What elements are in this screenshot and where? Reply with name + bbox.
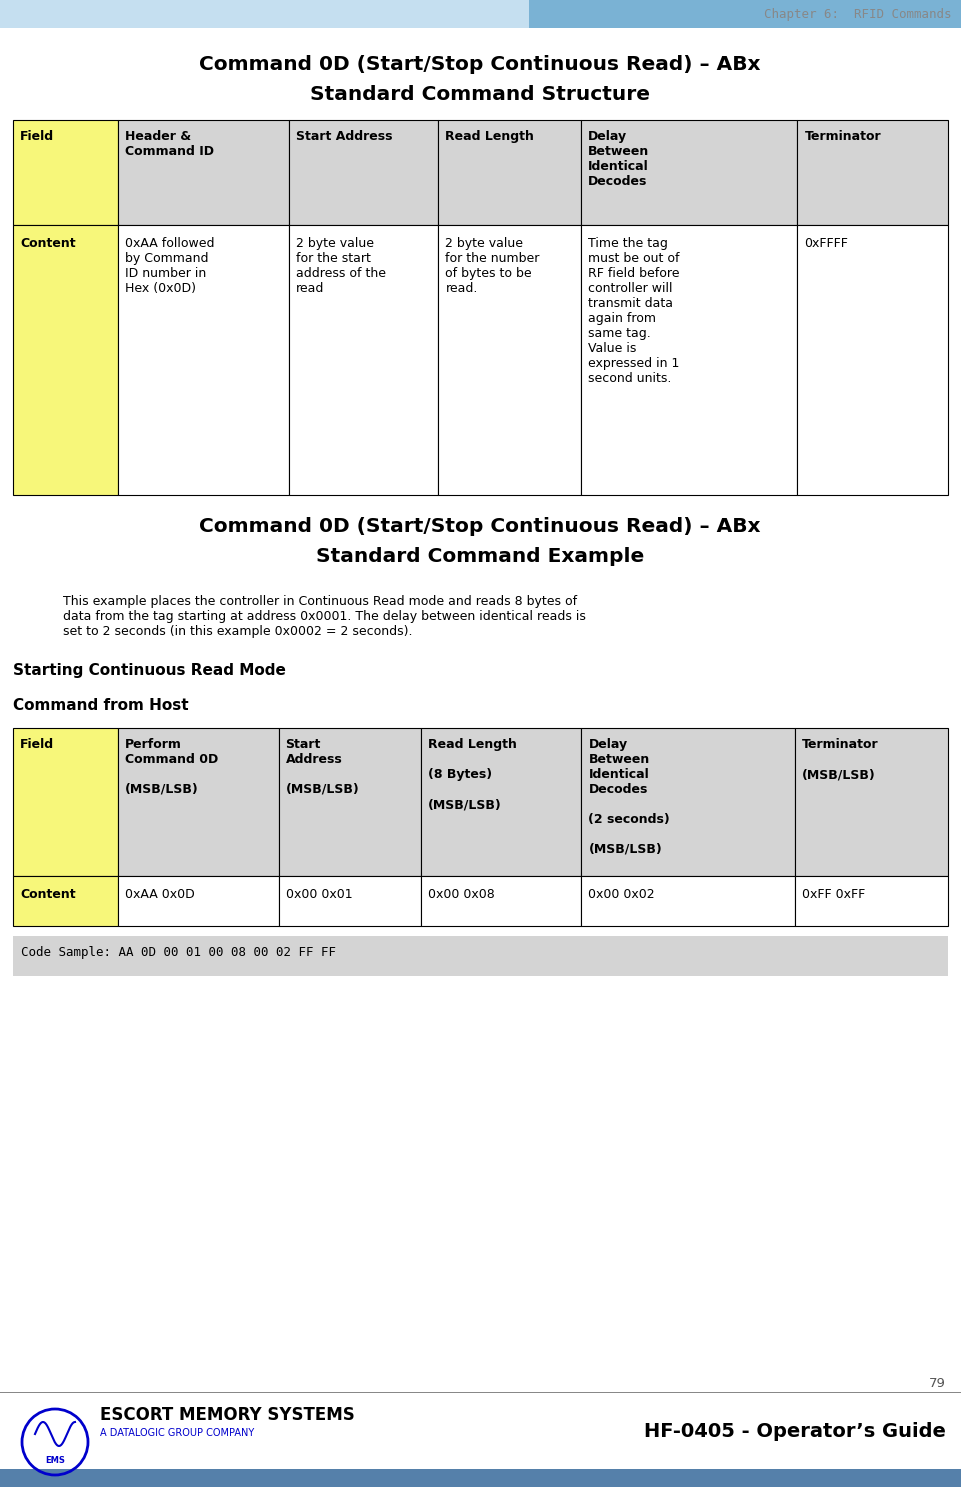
Bar: [421, 876, 581, 926]
Text: 0xFFFF: 0xFFFF: [804, 236, 849, 250]
Text: Field: Field: [20, 129, 54, 143]
Text: Command from Host: Command from Host: [13, 697, 188, 712]
Bar: [13, 876, 117, 926]
Bar: [13, 225, 117, 495]
Text: 0xFF 0xFF: 0xFF 0xFF: [801, 888, 865, 901]
Text: 2 byte value
for the start
address of the
read: 2 byte value for the start address of th…: [296, 236, 385, 294]
Text: 79: 79: [929, 1377, 946, 1390]
Text: ESCORT MEMORY SYSTEMS: ESCORT MEMORY SYSTEMS: [100, 1407, 355, 1425]
Bar: [117, 225, 289, 495]
Text: Delay
Between
Identical
Decodes: Delay Between Identical Decodes: [587, 129, 649, 187]
Text: A DATALOGIC GROUP COMPANY: A DATALOGIC GROUP COMPANY: [100, 1428, 255, 1438]
Bar: [13, 935, 948, 975]
Text: Terminator

(MSB/LSB): Terminator (MSB/LSB): [801, 738, 878, 781]
Text: Terminator: Terminator: [804, 129, 881, 143]
Text: EMS: EMS: [45, 1456, 65, 1465]
Text: 0x00 0x02: 0x00 0x02: [588, 888, 655, 901]
Bar: [0, 1469, 961, 1487]
Bar: [289, 120, 438, 225]
Bar: [798, 120, 948, 225]
Text: 2 byte value
for the number
of bytes to be
read.: 2 byte value for the number of bytes to …: [446, 236, 540, 294]
Text: Perform
Command 0D

(MSB/LSB): Perform Command 0D (MSB/LSB): [125, 738, 218, 796]
Text: Content: Content: [20, 888, 76, 901]
Text: 0x00 0x08: 0x00 0x08: [428, 888, 494, 901]
Text: Command 0D (Start/Stop Continuous Read) – ABx: Command 0D (Start/Stop Continuous Read) …: [199, 517, 761, 535]
Text: Command 0D (Start/Stop Continuous Read) – ABx: Command 0D (Start/Stop Continuous Read) …: [199, 55, 761, 74]
Text: This example places the controller in Continuous Read mode and reads 8 bytes of
: This example places the controller in Co…: [63, 595, 586, 638]
Bar: [0, 0, 529, 28]
Bar: [279, 876, 421, 926]
Bar: [795, 876, 948, 926]
Bar: [580, 225, 798, 495]
Bar: [795, 729, 948, 876]
Bar: [13, 729, 117, 876]
Bar: [289, 225, 438, 495]
Bar: [438, 120, 580, 225]
Bar: [421, 729, 581, 876]
Bar: [13, 120, 117, 225]
Text: Read Length

(8 Bytes)

(MSB/LSB): Read Length (8 Bytes) (MSB/LSB): [428, 738, 516, 810]
Text: Standard Command Structure: Standard Command Structure: [310, 85, 650, 104]
Bar: [117, 729, 279, 876]
Text: Field: Field: [20, 738, 54, 751]
Bar: [798, 225, 948, 495]
Text: Read Length: Read Length: [446, 129, 534, 143]
Text: 0xAA 0x0D: 0xAA 0x0D: [125, 888, 194, 901]
Bar: [438, 225, 580, 495]
Bar: [581, 876, 795, 926]
Text: Content: Content: [20, 236, 76, 250]
Bar: [581, 729, 795, 876]
Text: 0x00 0x01: 0x00 0x01: [285, 888, 352, 901]
Text: HF-0405 - Operator’s Guide: HF-0405 - Operator’s Guide: [644, 1422, 946, 1441]
Bar: [279, 729, 421, 876]
Text: Standard Command Example: Standard Command Example: [316, 547, 644, 567]
Text: 0xAA followed
by Command
ID number in
Hex (0x0D): 0xAA followed by Command ID number in He…: [125, 236, 214, 294]
Bar: [0, 0, 961, 28]
Bar: [117, 120, 289, 225]
Text: Start Address: Start Address: [296, 129, 392, 143]
Text: Start
Address

(MSB/LSB): Start Address (MSB/LSB): [285, 738, 359, 796]
Bar: [117, 876, 279, 926]
Text: Code Sample: AA 0D 00 01 00 08 00 02 FF FF: Code Sample: AA 0D 00 01 00 08 00 02 FF …: [21, 946, 336, 959]
Text: Time the tag
must be out of
RF field before
controller will
transmit data
again : Time the tag must be out of RF field bef…: [587, 236, 679, 385]
Text: Starting Continuous Read Mode: Starting Continuous Read Mode: [13, 663, 285, 678]
Bar: [580, 120, 798, 225]
Text: Header &
Command ID: Header & Command ID: [125, 129, 213, 158]
Text: Delay
Between
Identical
Decodes

(2 seconds)

(MSB/LSB): Delay Between Identical Decodes (2 secon…: [588, 738, 670, 857]
Text: Chapter 6:  RFID Commands: Chapter 6: RFID Commands: [763, 7, 951, 21]
